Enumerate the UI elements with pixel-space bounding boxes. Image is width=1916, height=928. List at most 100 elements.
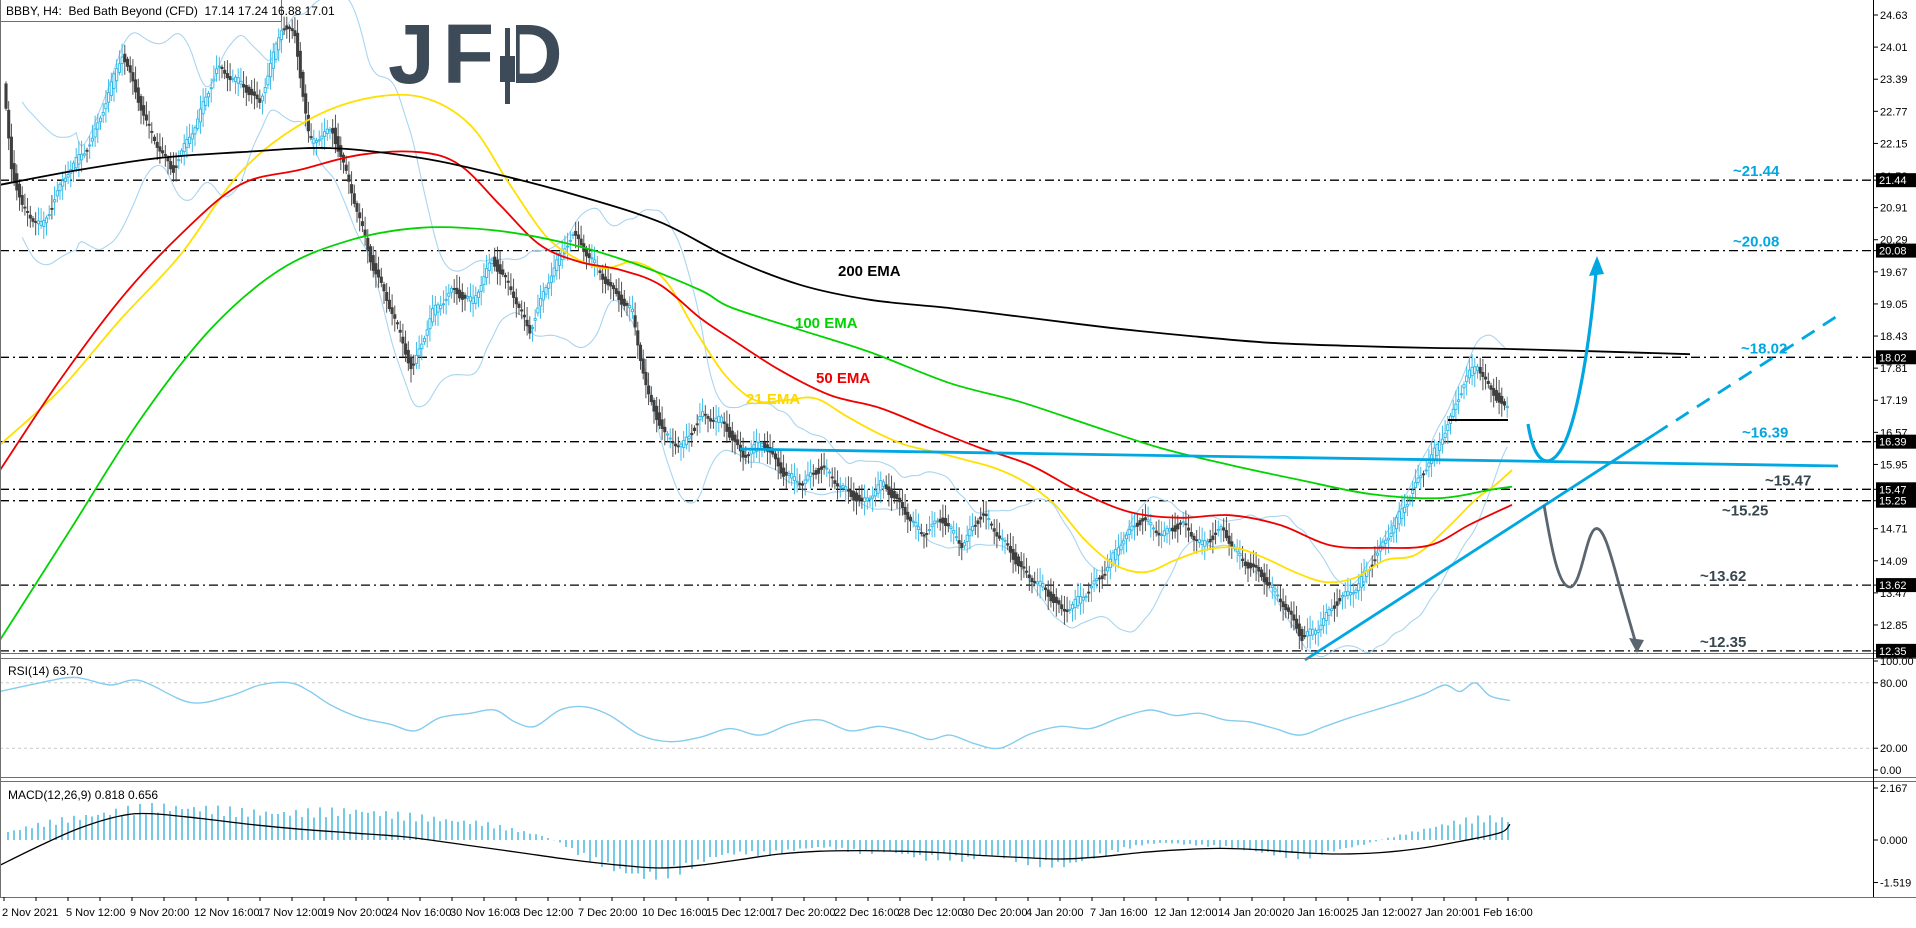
date-tick-label: 9 Nov 20:00 [130, 907, 189, 919]
rsi-gridlines [0, 682, 1873, 749]
date-tick-label: 22 Dec 16:00 [834, 907, 899, 919]
date-tick-label: 7 Dec 20:00 [578, 907, 637, 919]
level-label: ~13.62 [1700, 568, 1746, 585]
price-tick-label: 15.95 [1880, 459, 1908, 471]
price-tick-label: 19.67 [1880, 267, 1908, 279]
rsi-tick-label: 0.00 [1880, 765, 1901, 777]
price-tick-label: 18.43 [1880, 331, 1908, 343]
rsi-panel[interactable] [0, 676, 1511, 750]
date-tick-label: 19 Nov 20:00 [322, 907, 387, 919]
macd-panel[interactable] [0, 803, 1511, 880]
level-price-tag [1876, 578, 1916, 593]
price-tick-label: 22.15 [1880, 138, 1908, 150]
macd-tick-label: 0.000 [1880, 835, 1908, 847]
symbol-title: BBBY, H4: Bed Bath Beyond (CFD) 17.14 17… [6, 4, 335, 18]
date-tick-label: 27 Jan 20:00 [1410, 907, 1474, 919]
jfd-logo-text: JFD [388, 7, 571, 101]
up-arrowhead-icon [1589, 256, 1604, 276]
date-tick-label: 17 Dec 20:00 [770, 907, 835, 919]
ema-label: 100 EMA [795, 315, 858, 332]
down-arrowhead-icon [1629, 638, 1644, 653]
date-tick-label: 15 Dec 12:00 [706, 907, 771, 919]
date-tick-label: 3 Dec 12:00 [514, 907, 573, 919]
price-tick-label: 14.09 [1880, 556, 1908, 568]
level-label: ~15.47 [1765, 472, 1811, 489]
level-labels: ~21.44 ~20.08 ~18.02 ~16.39 ~15.47 ~15.25 ~13.… [746, 163, 1811, 651]
date-tick-label: 5 Nov 12:00 [66, 907, 125, 919]
horizontal-level-lines[interactable] [0, 179, 1873, 652]
level-price-tag-label: 21.44 [1879, 175, 1907, 187]
price-tick-label: 24.01 [1880, 42, 1908, 54]
macd-indicator-label: MACD(12,26,9) 0.818 0.656 [8, 788, 159, 802]
date-tick-label: 1 Feb 16:00 [1474, 907, 1533, 919]
macd-tick-label: 2.167 [1880, 783, 1908, 795]
level-price-tag-label: 18.02 [1879, 352, 1907, 364]
price-tick-label: 20.91 [1880, 203, 1908, 215]
date-tick-label: 14 Jan 20:00 [1218, 907, 1282, 919]
level-price-tag-label: 12.35 [1879, 646, 1907, 658]
date-tick-label: 7 Jan 16:00 [1090, 907, 1148, 919]
date-tick-label: 12 Jan 12:00 [1154, 907, 1218, 919]
ema-label: 200 EMA [838, 263, 901, 280]
level-price-tag-label: 16.39 [1879, 437, 1907, 449]
ema50-line [0, 150, 1513, 549]
level-price-tag-label: 13.62 [1879, 580, 1907, 592]
price-axis[interactable]: 24.6324.0123.3922.7722.1521.5220.9120.29… [1873, 10, 1916, 890]
level-label: ~21.44 [1733, 163, 1780, 180]
level-price-tag [1876, 643, 1916, 658]
date-tick-label: 20 Jan 16:00 [1282, 907, 1346, 919]
date-tick-label: 4 Jan 20:00 [1026, 907, 1084, 919]
logo-candle-body [500, 56, 515, 82]
macd-tick-label: -1.519 [1880, 878, 1911, 890]
ema200-line [0, 147, 1691, 356]
date-tick-label: 17 Nov 12:00 [258, 907, 323, 919]
level-price-tag-label: 15.25 [1879, 496, 1907, 508]
level-price-tag [1876, 482, 1916, 497]
price-tick-label: 17.19 [1880, 395, 1908, 407]
panel-frame [0, 0, 1916, 898]
candles-layer [4, 16, 1509, 651]
date-tick-label: 30 Nov 16:00 [450, 907, 515, 919]
price-tick-label: 12.85 [1880, 620, 1908, 632]
drawing-objects[interactable] [739, 256, 1843, 662]
ema100-line [0, 226, 1513, 641]
level-price-tag [1876, 173, 1916, 188]
price-tick-label: 19.05 [1880, 299, 1908, 311]
level-price-tag [1876, 434, 1916, 449]
rsi-tick-label: 100.00 [1880, 656, 1914, 668]
price-tick-label: 14.71 [1880, 524, 1908, 536]
level-price-tag [1876, 493, 1916, 508]
date-tick-label: 2 Nov 2021 [2, 907, 58, 919]
date-tick-label: 28 Dec 12:00 [898, 907, 963, 919]
bullish-projection-arrow [1526, 271, 1598, 463]
horizontal-support-line [739, 447, 1839, 468]
date-tick-label: 30 Dec 20:00 [962, 907, 1027, 919]
level-price-tag [1876, 350, 1916, 365]
macd-signal-line [0, 812, 1511, 869]
date-axis[interactable]: 2 Nov 2021 5 Nov 12:00 9 Nov 20:00 12 Nov 1… [2, 897, 1533, 919]
price-tick-label: 23.39 [1880, 74, 1908, 86]
rsi-indicator-label: RSI(14) 63.70 [8, 664, 83, 678]
ema-lines [0, 93, 1691, 641]
date-tick-label: 12 Nov 16:00 [194, 907, 259, 919]
level-price-tag-label: 15.47 [1879, 484, 1907, 496]
price-tick-label: 24.63 [1880, 10, 1908, 22]
price-tick-label: 17.81 [1880, 363, 1908, 375]
rsi-line [0, 676, 1511, 750]
level-price-tag-label: 20.08 [1879, 246, 1907, 258]
rsi-tick-label: 20.00 [1880, 743, 1908, 755]
level-label: ~20.08 [1733, 234, 1779, 251]
ema-label: 50 EMA [816, 370, 870, 387]
date-tick-label: 10 Dec 16:00 [642, 907, 707, 919]
bearish-projection-arrow [1542, 504, 1639, 648]
level-label: ~16.39 [1742, 425, 1788, 442]
rsi-tick-label: 80.00 [1880, 678, 1908, 690]
ascending-trendline [1304, 432, 1656, 662]
price-tick-label: 22.77 [1880, 106, 1908, 118]
date-tick-label: 25 Jan 12:00 [1346, 907, 1410, 919]
level-label: ~15.25 [1722, 503, 1768, 520]
ema-label: 21 EMA [746, 391, 800, 408]
jfd-logo-watermark: JFD [388, 12, 571, 104]
